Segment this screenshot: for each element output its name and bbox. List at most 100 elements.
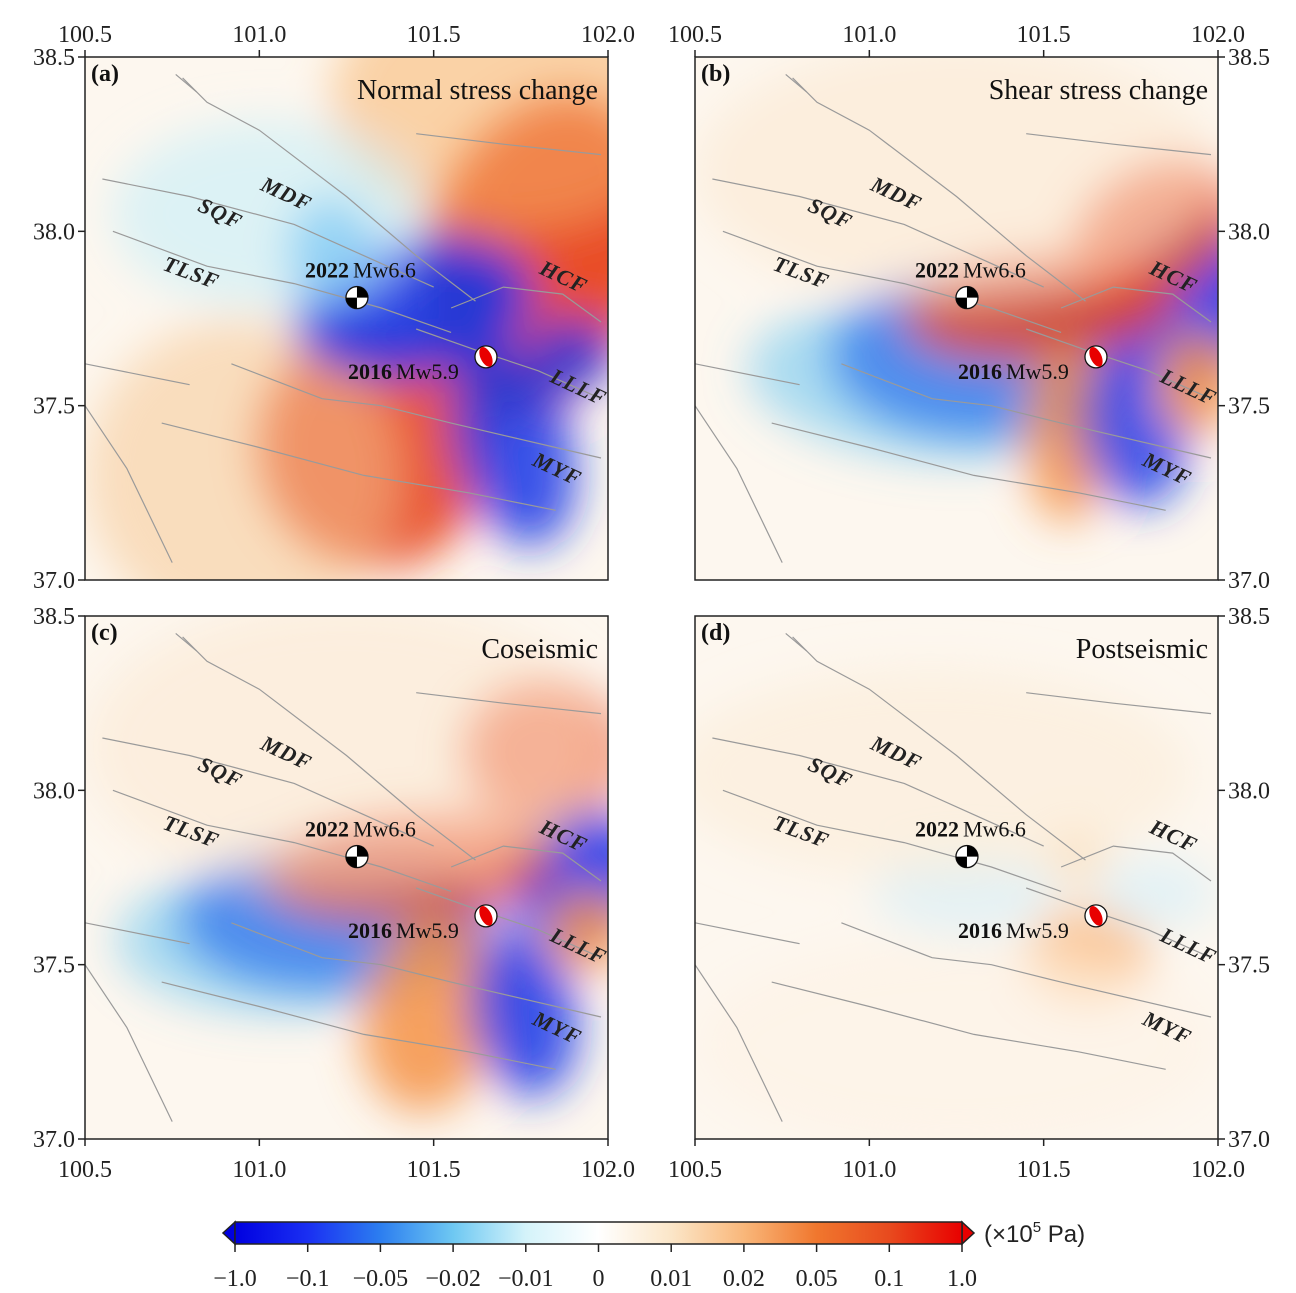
x-tick-label: 101.5 bbox=[1017, 22, 1071, 48]
x-tick-label: 102.0 bbox=[581, 1157, 635, 1183]
y-tick-label: 37.5 bbox=[1228, 394, 1270, 420]
event-magnitude: Mw6.6 bbox=[963, 258, 1026, 283]
fault-trace bbox=[102, 178, 434, 288]
fault-trace bbox=[450, 845, 602, 882]
y-tick-label: 38.0 bbox=[33, 778, 75, 804]
colorbar-max-arrow bbox=[961, 1220, 976, 1246]
fault-trace bbox=[85, 363, 190, 386]
panel-label: (c) bbox=[91, 620, 118, 646]
fault-trace bbox=[161, 422, 556, 511]
fault-trace bbox=[450, 286, 602, 323]
stress-lobe bbox=[545, 887, 608, 972]
y-tick-label: 37.5 bbox=[33, 953, 75, 979]
x-tick-label: 102.0 bbox=[581, 22, 635, 48]
panel-title: Shear stress change bbox=[989, 75, 1208, 106]
y-tick-label: 38.5 bbox=[33, 45, 75, 71]
stress-lobe bbox=[695, 940, 1218, 1139]
x-tick-label: 101.0 bbox=[842, 22, 896, 48]
panel-label: (b) bbox=[701, 61, 730, 87]
y-tick-label: 38.5 bbox=[1228, 604, 1270, 630]
stress-lobe bbox=[1024, 344, 1109, 523]
panel-frame bbox=[84, 56, 609, 581]
x-tick-label: 102.0 bbox=[1191, 1157, 1245, 1183]
focal-mechanism-2022 bbox=[955, 844, 979, 869]
colorbar-tick-label: −0.01 bbox=[498, 1266, 554, 1292]
fault-trace bbox=[712, 178, 1044, 288]
fault-trace bbox=[416, 328, 602, 400]
event-magnitude: Mw5.9 bbox=[396, 918, 459, 943]
fault-trace bbox=[841, 922, 1212, 1018]
focal-mechanism-2016 bbox=[1084, 345, 1108, 369]
x-tick-label: 100.5 bbox=[668, 1157, 722, 1183]
colorbar-tick-label: −0.02 bbox=[425, 1266, 481, 1292]
fault-trace bbox=[175, 73, 197, 93]
fault-trace bbox=[1026, 328, 1212, 400]
x-tick-label: 100.5 bbox=[668, 22, 722, 48]
colorbar-tick-label: 1.0 bbox=[947, 1266, 977, 1292]
panel-frame bbox=[694, 615, 1219, 1140]
x-tick-label: 101.0 bbox=[842, 1157, 896, 1183]
colorbar-unit-exponent: 5 bbox=[1033, 1219, 1041, 1236]
colorbar-gradient bbox=[234, 1221, 963, 1245]
fault-trace bbox=[792, 636, 1086, 861]
fault-trace bbox=[102, 737, 434, 847]
fault-traces bbox=[85, 632, 602, 1122]
fault-trace bbox=[1026, 133, 1212, 156]
x-tick-label: 100.5 bbox=[58, 22, 112, 48]
event-label-2022: 2022 Mw6.6 bbox=[305, 258, 416, 283]
fault-trace bbox=[722, 230, 1062, 333]
panel-frame bbox=[84, 615, 609, 1140]
panel-title: Postseismic bbox=[1076, 634, 1208, 665]
fault-trace bbox=[695, 405, 783, 563]
fault-trace bbox=[175, 632, 197, 652]
event-magnitude: Mw5.9 bbox=[1006, 918, 1069, 943]
focal-mechanism-2016 bbox=[474, 904, 498, 928]
stress-lobe bbox=[695, 57, 1218, 303]
event-label-2022: 2022 Mw6.6 bbox=[915, 817, 1026, 842]
y-tick-label: 37.5 bbox=[33, 394, 75, 420]
event-magnitude: Mw5.9 bbox=[396, 359, 459, 384]
event-label-2016: 2016 Mw5.9 bbox=[348, 918, 459, 943]
colorbar-unit-suffix: Pa) bbox=[1041, 1221, 1085, 1248]
event-year: 2016 bbox=[348, 918, 392, 943]
y-tick-label: 38.5 bbox=[1228, 45, 1270, 71]
fault-trace bbox=[1026, 887, 1212, 959]
y-tick-label: 37.0 bbox=[33, 568, 75, 594]
stress-lobe bbox=[111, 119, 425, 309]
event-label-2022: 2022 Mw6.6 bbox=[305, 817, 416, 842]
event-year: 2022 bbox=[915, 817, 959, 842]
fault-trace bbox=[771, 981, 1166, 1070]
x-tick-label: 101.5 bbox=[1017, 1157, 1071, 1183]
x-tick-label: 101.5 bbox=[407, 22, 461, 48]
fault-trace bbox=[182, 636, 476, 861]
panel-title: Normal stress change bbox=[357, 75, 598, 106]
y-tick-label: 37.0 bbox=[33, 1127, 75, 1153]
focal-mechanism-2022 bbox=[345, 285, 369, 310]
fault-trace bbox=[695, 964, 783, 1122]
fault-trace bbox=[182, 77, 476, 302]
y-tick-label: 38.5 bbox=[33, 604, 75, 630]
event-magnitude: Mw6.6 bbox=[963, 817, 1026, 842]
panel-label: (a) bbox=[91, 61, 119, 87]
stress-field bbox=[695, 668, 1218, 1139]
stress-field bbox=[85, 57, 608, 580]
colorbar-tick-label: 0.02 bbox=[723, 1266, 765, 1292]
colorbar-tick-label: 0.05 bbox=[796, 1266, 838, 1292]
event-label-2022: 2022 Mw6.6 bbox=[915, 258, 1026, 283]
y-tick-label: 38.0 bbox=[1228, 219, 1270, 245]
x-tick-label: 100.5 bbox=[58, 1157, 112, 1183]
fault-trace bbox=[712, 737, 1044, 847]
fault-trace bbox=[695, 922, 800, 945]
panel-frame bbox=[694, 56, 1219, 581]
fault-trace bbox=[161, 981, 556, 1070]
focal-mechanism-2022 bbox=[345, 844, 369, 869]
event-magnitude: Mw6.6 bbox=[353, 258, 416, 283]
colorbar-tick-label: 0.01 bbox=[650, 1266, 692, 1292]
fault-trace bbox=[1060, 845, 1212, 882]
y-tick-label: 37.0 bbox=[1228, 568, 1270, 594]
event-year: 2016 bbox=[958, 918, 1002, 943]
colorbar-tick-label: −1.0 bbox=[213, 1266, 257, 1292]
